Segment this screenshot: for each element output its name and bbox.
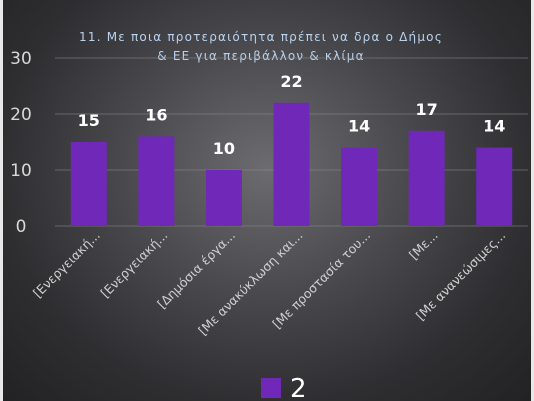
y-tick-label: 30 [10, 49, 32, 69]
bar [205, 170, 242, 226]
x-tick-label: [Ενεργειακή... [97, 228, 170, 301]
x-tick-label: [Με... [406, 228, 441, 263]
data-label: 17 [416, 100, 438, 119]
chart-title-line-1: 11. Με ποια προτεραιότητα πρέπει να δρα … [79, 30, 443, 44]
data-label: 14 [348, 117, 370, 136]
data-label: 16 [145, 105, 167, 124]
data-label: 15 [78, 111, 100, 130]
data-label: 10 [213, 139, 235, 158]
legend-swatch [261, 378, 281, 398]
data-label: 14 [483, 117, 505, 136]
y-tick-label: 0 [16, 217, 27, 237]
y-tick-label: 20 [10, 105, 32, 125]
y-tick-label: 10 [10, 161, 32, 181]
bar [273, 102, 310, 226]
bar [341, 147, 378, 226]
x-tick-label: [Ενεργειακή... [30, 228, 103, 301]
bar [70, 142, 107, 226]
bar [138, 136, 175, 226]
chart-title-line-2: & ΕΕ για περιβάλλον & κλίμα [157, 49, 364, 63]
bar [476, 147, 513, 226]
legend-label: 2 [290, 374, 307, 401]
bar-chart: 11. Με ποια προτεραιότητα πρέπει να δρα … [10, 30, 528, 401]
bar [408, 130, 445, 226]
data-label: 22 [280, 72, 302, 91]
